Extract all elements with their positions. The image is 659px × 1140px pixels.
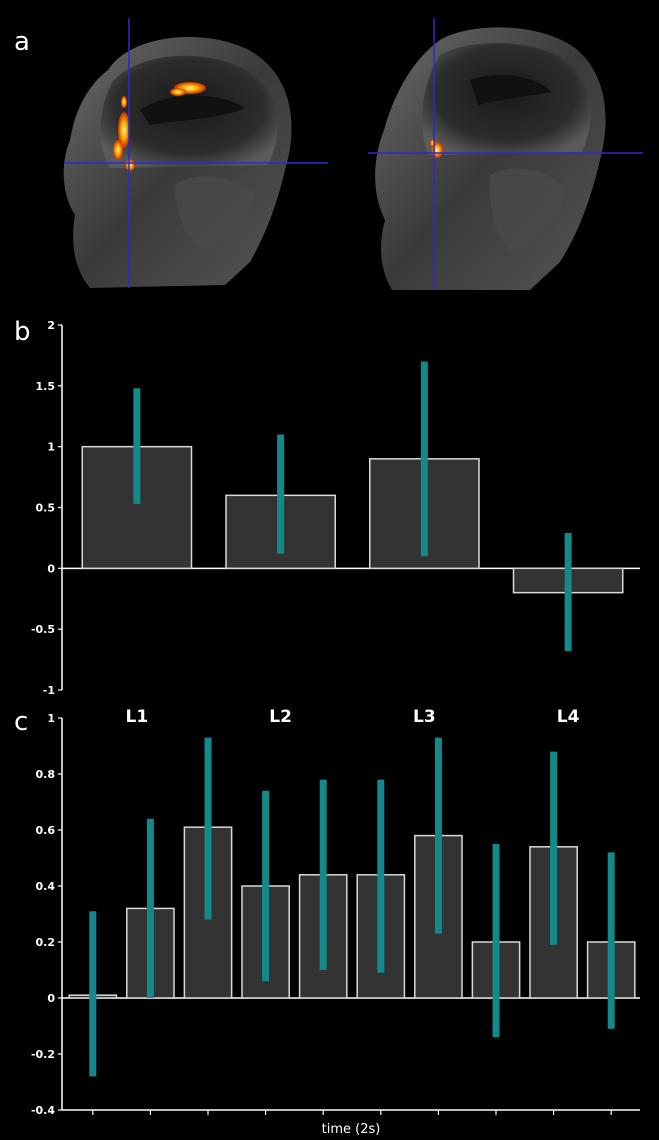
tissue-right [489, 168, 566, 252]
panel-b-letter: b [14, 317, 31, 347]
y-tick-label: 0.5 [36, 502, 56, 515]
activation-blob [121, 96, 127, 108]
activation-blob [170, 88, 186, 96]
x-axis-label: time (2s) [322, 1122, 381, 1137]
ventricle-right [470, 74, 552, 105]
panel-c-letter: c [14, 707, 28, 737]
panel-c-chart: c 1 0.8 0.6 0.4 0.2 0 -0.2 -0.4 time (2s) [14, 707, 640, 1137]
y-tick-label: -1 [43, 684, 55, 697]
panel-a: a [14, 18, 643, 290]
y-tick-label: 1.5 [36, 380, 56, 393]
mri-slice-right [368, 18, 643, 290]
panel-a-letter: a [14, 27, 30, 57]
tissue-left [175, 176, 255, 250]
y-tick-label: 0.6 [36, 824, 56, 837]
x-category-label: L3 [413, 707, 436, 727]
y-tick-label: 0.8 [36, 768, 56, 781]
mri-slice-left [63, 18, 328, 288]
y-tick-label: 0.4 [36, 880, 56, 893]
y-tick-label: 0 [47, 562, 55, 575]
x-category-label: L2 [269, 707, 292, 727]
x-category-label: L1 [126, 707, 149, 727]
y-tick-label: 0 [47, 992, 55, 1005]
y-tick-label: 0.2 [36, 936, 56, 949]
activation-blob [113, 140, 123, 160]
ventricle-left [140, 95, 245, 125]
y-tick-label: 1 [47, 712, 55, 725]
y-tick-label: -0.5 [31, 623, 55, 636]
y-tick-label: -0.4 [31, 1104, 55, 1117]
y-tick-label: -0.2 [31, 1048, 55, 1061]
x-category-label: L4 [557, 707, 580, 727]
activation-blob [125, 159, 135, 171]
y-tick-label: 2 [47, 319, 55, 332]
panel-b-chart: b 2 1.5 1 0.5 0 -0.5 -1 L1 L2 L3 L4 [14, 317, 640, 727]
y-tick-label: 1 [47, 441, 55, 454]
activation-blob [430, 139, 436, 147]
activation-blob [118, 112, 130, 148]
